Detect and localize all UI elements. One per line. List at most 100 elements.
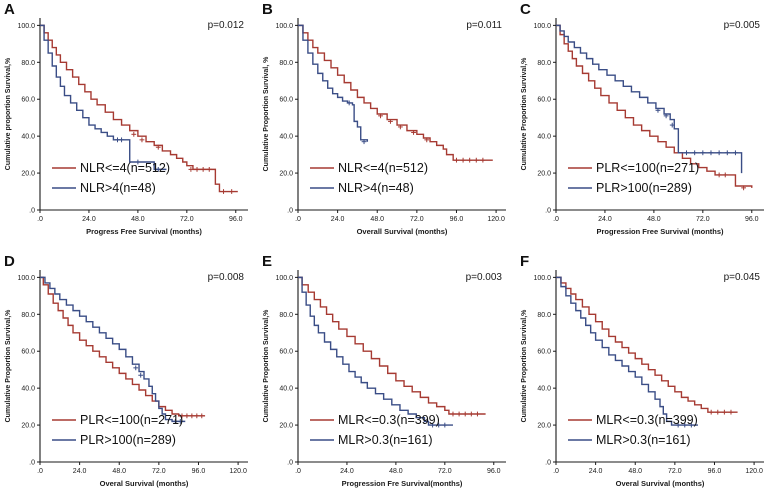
svg-text:40.0: 40.0	[537, 134, 551, 141]
svg-text:p=0.003: p=0.003	[466, 272, 503, 283]
km-panel-f: F .0 24.0 48.0 72.0 96.0 120.0 .0 20.0 40.0 60.0 8…	[516, 252, 774, 504]
svg-text:40.0: 40.0	[537, 386, 551, 393]
svg-text:Progression Fre Survival(mont: Progression Fre Survival(months)	[342, 479, 463, 488]
svg-text:120.0: 120.0	[229, 468, 247, 475]
svg-text:.0: .0	[29, 208, 35, 215]
km-panel-a: A .0 24.0 48.0 72.0 96.0 .0 20.0 40.0 60.0 80.0 10…	[0, 0, 258, 252]
svg-text:NLR>4(n=48): NLR>4(n=48)	[80, 181, 156, 195]
svg-text:60.0: 60.0	[537, 349, 551, 356]
svg-text:.0: .0	[545, 460, 551, 467]
svg-text:24.0: 24.0	[73, 468, 87, 475]
svg-text:48.0: 48.0	[131, 216, 145, 223]
km-panel-b: B .0 24.0 48.0 72.0 96.0 120.0 .0 20.0 40.0 60.0 8…	[258, 0, 516, 252]
svg-text:80.0: 80.0	[21, 60, 35, 67]
svg-text:20.0: 20.0	[537, 171, 551, 178]
svg-text:48.0: 48.0	[389, 468, 403, 475]
svg-text:100.0: 100.0	[17, 23, 35, 30]
svg-text:PLR<=100(n=271): PLR<=100(n=271)	[80, 413, 183, 427]
svg-text:Cumulative Proportion Survival: Cumulative Proportion Survival, %	[263, 56, 270, 172]
svg-text:40.0: 40.0	[21, 386, 35, 393]
svg-text:96.0: 96.0	[487, 468, 501, 475]
svg-text:Cumulative Proportion Survival: Cumulative Proportion Survival,%	[521, 57, 528, 171]
svg-text:96.0: 96.0	[229, 216, 243, 223]
svg-text:24.0: 24.0	[331, 216, 345, 223]
svg-text:72.0: 72.0	[180, 216, 194, 223]
svg-text:100.0: 100.0	[17, 275, 35, 282]
svg-text:48.0: 48.0	[628, 468, 642, 475]
svg-text:p=0.012: p=0.012	[208, 20, 245, 31]
svg-text:Progress Free Survival (months: Progress Free Survival (months)	[86, 227, 202, 236]
km-plot-c: .0 24.0 48.0 72.0 96.0 .0 20.0 40.0 60.0 80.0 100.…	[521, 18, 764, 236]
svg-text:NLR<=4(n=512): NLR<=4(n=512)	[80, 161, 170, 175]
svg-text:40.0: 40.0	[21, 134, 35, 141]
svg-text:20.0: 20.0	[279, 423, 293, 430]
svg-text:60.0: 60.0	[279, 97, 293, 104]
svg-text:24.0: 24.0	[598, 216, 612, 223]
svg-text:80.0: 80.0	[21, 312, 35, 319]
svg-text:60.0: 60.0	[21, 349, 35, 356]
svg-text:60.0: 60.0	[21, 97, 35, 104]
svg-text:80.0: 80.0	[279, 312, 293, 319]
panel-label-b: B	[262, 1, 273, 18]
km-plot-b: .0 24.0 48.0 72.0 96.0 120.0 .0 20.0 40.0 60.0 80.…	[263, 18, 506, 236]
svg-text:.0: .0	[29, 460, 35, 467]
svg-text:48.0: 48.0	[370, 216, 384, 223]
svg-text:MLR>0.3(n=161): MLR>0.3(n=161)	[338, 433, 433, 447]
svg-text:p=0.011: p=0.011	[466, 20, 502, 31]
km-plot-e: .0 24.0 48.0 72.0 96.0 .0 20.0 40.0 60.0 80.0 100.…	[263, 270, 506, 488]
km-panel-c: C .0 24.0 48.0 72.0 96.0 .0 20.0 40.0 60.0 80.0 10…	[516, 0, 774, 252]
svg-text:.0: .0	[287, 208, 293, 215]
svg-text:24.0: 24.0	[589, 468, 603, 475]
svg-text:20.0: 20.0	[21, 423, 35, 430]
svg-text:48.0: 48.0	[647, 216, 661, 223]
svg-text:.0: .0	[287, 460, 293, 467]
svg-text:24.0: 24.0	[340, 468, 354, 475]
svg-text:Cumulative Proportion Survival: Cumulative Proportion Survival,%	[5, 309, 12, 423]
svg-text:80.0: 80.0	[537, 60, 551, 67]
svg-text:120.0: 120.0	[487, 216, 505, 223]
svg-text:40.0: 40.0	[279, 386, 293, 393]
svg-text:p=0.008: p=0.008	[208, 272, 245, 283]
svg-text:72.0: 72.0	[696, 216, 710, 223]
svg-text:100.0: 100.0	[533, 23, 551, 30]
svg-text:Overal Survival (months): Overal Survival (months)	[616, 479, 705, 488]
svg-text:48.0: 48.0	[112, 468, 126, 475]
svg-text:96.0: 96.0	[745, 216, 759, 223]
panel-label-a: A	[4, 1, 15, 18]
svg-text:Overall Survival (months): Overall Survival (months)	[357, 227, 448, 236]
svg-text:72.0: 72.0	[152, 468, 166, 475]
svg-text:Cumulative Proportion Survival: Cumulative Proportion Survival,%	[521, 309, 528, 423]
panel-label-f: F	[520, 253, 530, 270]
svg-text:PLR>100(n=289): PLR>100(n=289)	[80, 433, 176, 447]
svg-text:MLR>0.3(n=161): MLR>0.3(n=161)	[596, 433, 691, 447]
svg-text:MLR<=0.3(n=399): MLR<=0.3(n=399)	[596, 413, 698, 427]
svg-text:.0: .0	[37, 216, 43, 223]
svg-text:60.0: 60.0	[279, 349, 293, 356]
svg-text:Cumulative proportion Survival: Cumulative proportion Survival,%	[5, 57, 12, 170]
svg-text:24.0: 24.0	[82, 216, 96, 223]
km-plot-d: .0 24.0 48.0 72.0 96.0 120.0 .0 20.0 40.0 60.0 80.…	[5, 270, 248, 488]
svg-text:.0: .0	[37, 468, 43, 475]
svg-text:NLR<=4(n=512): NLR<=4(n=512)	[338, 161, 428, 175]
svg-text:80.0: 80.0	[279, 60, 293, 67]
svg-text:72.0: 72.0	[410, 216, 424, 223]
svg-text:100.0: 100.0	[533, 275, 551, 282]
svg-text:20.0: 20.0	[537, 423, 551, 430]
svg-text:PLR<=100(n=271): PLR<=100(n=271)	[596, 161, 699, 175]
svg-text:Cumulative Proportion Survival: Cumulative Proportion Survival,%	[263, 309, 270, 423]
svg-text:p=0.045: p=0.045	[724, 272, 761, 283]
svg-text:.0: .0	[295, 216, 301, 223]
svg-text:Overal Survival (months): Overal Survival (months)	[100, 479, 189, 488]
panel-label-d: D	[4, 253, 15, 270]
km-panel-d: D .0 24.0 48.0 72.0 96.0 120.0 .0 20.0 40.0 60.0 8…	[0, 252, 258, 504]
svg-text:p=0.005: p=0.005	[724, 20, 761, 31]
svg-text:96.0: 96.0	[192, 468, 206, 475]
svg-text:96.0: 96.0	[450, 216, 464, 223]
svg-text:.0: .0	[553, 468, 559, 475]
km-panel-e: E .0 24.0 48.0 72.0 96.0 .0 20.0 40.0 60.0 80.0 10…	[258, 252, 516, 504]
svg-text:100.0: 100.0	[275, 23, 293, 30]
svg-text:72.0: 72.0	[668, 468, 682, 475]
svg-text:.0: .0	[545, 208, 551, 215]
svg-text:72.0: 72.0	[438, 468, 452, 475]
